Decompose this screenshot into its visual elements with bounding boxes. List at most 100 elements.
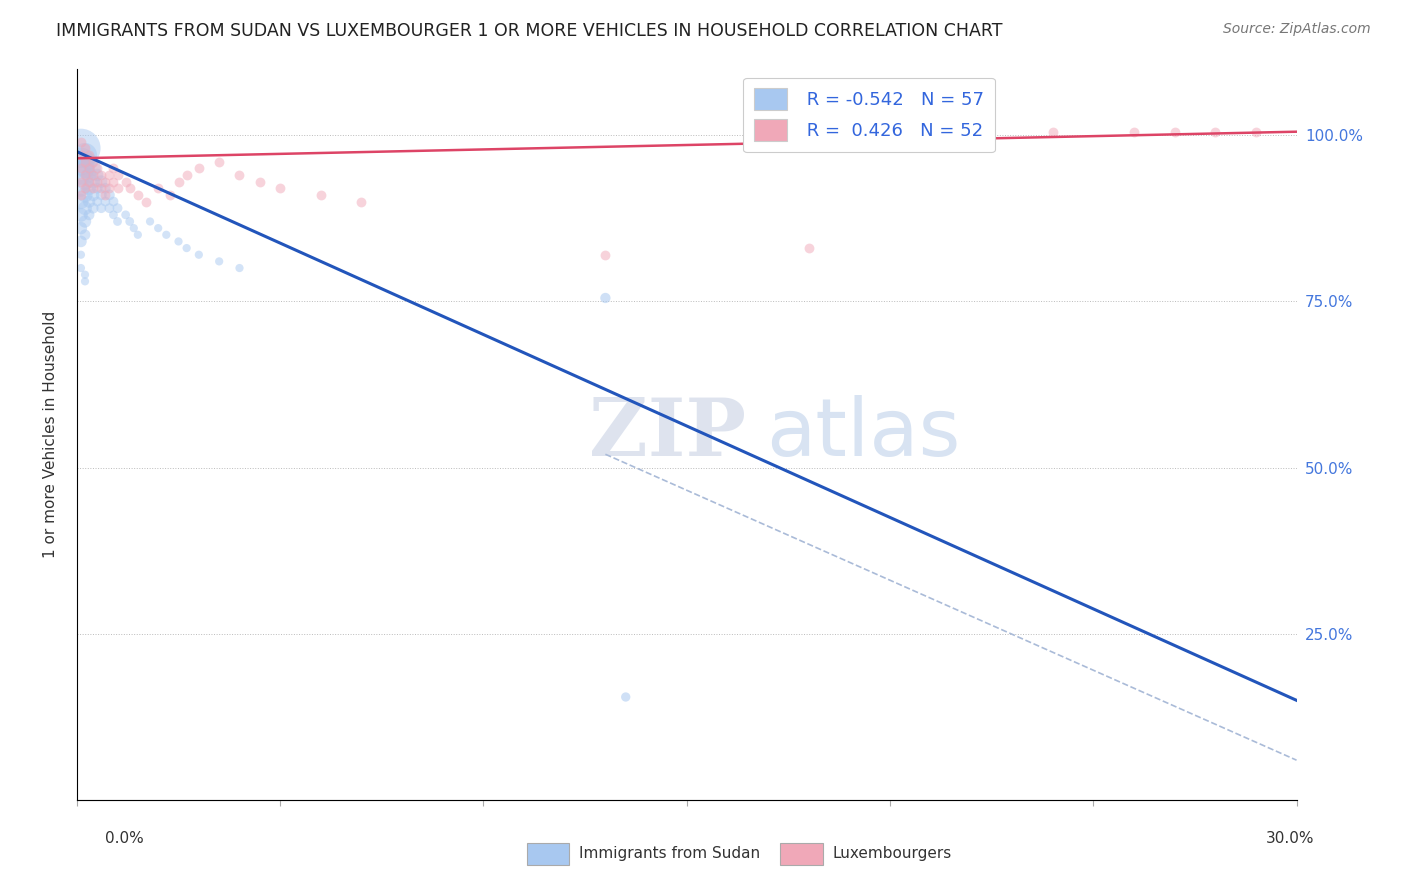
Text: ZIP: ZIP	[589, 395, 747, 474]
Point	[73, 227, 96, 242]
Point	[107, 181, 129, 195]
Point	[176, 168, 198, 182]
Point	[70, 168, 93, 182]
Point	[1122, 125, 1144, 139]
Point	[82, 168, 104, 182]
Point	[148, 221, 170, 235]
Point	[98, 187, 121, 202]
Point	[139, 214, 162, 228]
Text: Immigrants from Sudan: Immigrants from Sudan	[579, 847, 761, 861]
Point	[77, 175, 100, 189]
Point	[82, 187, 104, 202]
Point	[187, 248, 209, 262]
Point	[114, 208, 136, 222]
Point	[208, 254, 231, 268]
Text: IMMIGRANTS FROM SUDAN VS LUXEMBOURGER 1 OR MORE VEHICLES IN HOUSEHOLD CORRELATIO: IMMIGRANTS FROM SUDAN VS LUXEMBOURGER 1 …	[56, 22, 1002, 40]
Point	[114, 175, 136, 189]
Point	[70, 161, 93, 176]
Point	[155, 227, 177, 242]
Point	[77, 181, 100, 195]
Point	[82, 175, 104, 189]
Point	[70, 154, 93, 169]
Y-axis label: 1 or more Vehicles in Household: 1 or more Vehicles in Household	[44, 310, 58, 558]
Point	[595, 248, 617, 262]
Text: Source: ZipAtlas.com: Source: ZipAtlas.com	[1223, 22, 1371, 37]
Text: Luxembourgers: Luxembourgers	[832, 847, 952, 861]
Point	[70, 187, 93, 202]
Point	[70, 135, 93, 149]
Point	[107, 214, 129, 228]
Point	[90, 181, 112, 195]
Point	[77, 208, 100, 222]
Point	[98, 201, 121, 215]
Point	[103, 161, 125, 176]
Point	[73, 141, 96, 155]
Point	[77, 148, 100, 162]
Point	[70, 148, 93, 162]
Point	[208, 154, 231, 169]
Point	[167, 175, 190, 189]
Point	[70, 221, 93, 235]
Point	[77, 161, 100, 176]
Point	[73, 148, 96, 162]
Point	[94, 194, 117, 209]
Point	[103, 208, 125, 222]
Point	[86, 161, 108, 176]
Point	[70, 194, 93, 209]
Point	[73, 181, 96, 195]
Point	[73, 161, 96, 176]
Point	[86, 168, 108, 182]
Point	[94, 187, 117, 202]
Point	[94, 181, 117, 195]
Point	[73, 154, 96, 169]
Point	[350, 194, 373, 209]
Point	[879, 125, 901, 139]
Point	[98, 168, 121, 182]
Point	[228, 168, 250, 182]
Point	[309, 187, 332, 202]
Point	[960, 125, 983, 139]
Point	[269, 181, 291, 195]
Point	[90, 168, 112, 182]
Point	[167, 235, 190, 249]
Point	[70, 248, 93, 262]
Point	[77, 194, 100, 209]
Point	[90, 201, 112, 215]
Text: 0.0%: 0.0%	[105, 831, 145, 846]
Point	[90, 175, 112, 189]
Point	[797, 241, 820, 255]
Legend:  R = -0.542   N = 57,  R =  0.426   N = 52: R = -0.542 N = 57, R = 0.426 N = 52	[744, 78, 995, 153]
Point	[73, 168, 96, 182]
Point	[127, 187, 149, 202]
Point	[70, 235, 93, 249]
Point	[135, 194, 157, 209]
Point	[90, 187, 112, 202]
Point	[98, 181, 121, 195]
Point	[1163, 125, 1185, 139]
Point	[70, 260, 93, 275]
Point	[148, 181, 170, 195]
Point	[73, 214, 96, 228]
Point	[107, 168, 129, 182]
Point	[73, 201, 96, 215]
Point	[1042, 125, 1064, 139]
Text: atlas: atlas	[766, 395, 960, 474]
Point	[249, 175, 271, 189]
Point	[73, 175, 96, 189]
Point	[82, 201, 104, 215]
Point	[107, 201, 129, 215]
Point	[70, 141, 93, 155]
Point	[86, 175, 108, 189]
Point	[127, 227, 149, 242]
Point	[77, 168, 100, 182]
Point	[73, 268, 96, 282]
Point	[187, 161, 209, 176]
Point	[103, 194, 125, 209]
Point	[103, 175, 125, 189]
Point	[94, 175, 117, 189]
Point	[159, 187, 181, 202]
Point	[122, 221, 145, 235]
Point	[77, 154, 100, 169]
Point	[82, 181, 104, 195]
Point	[73, 187, 96, 202]
